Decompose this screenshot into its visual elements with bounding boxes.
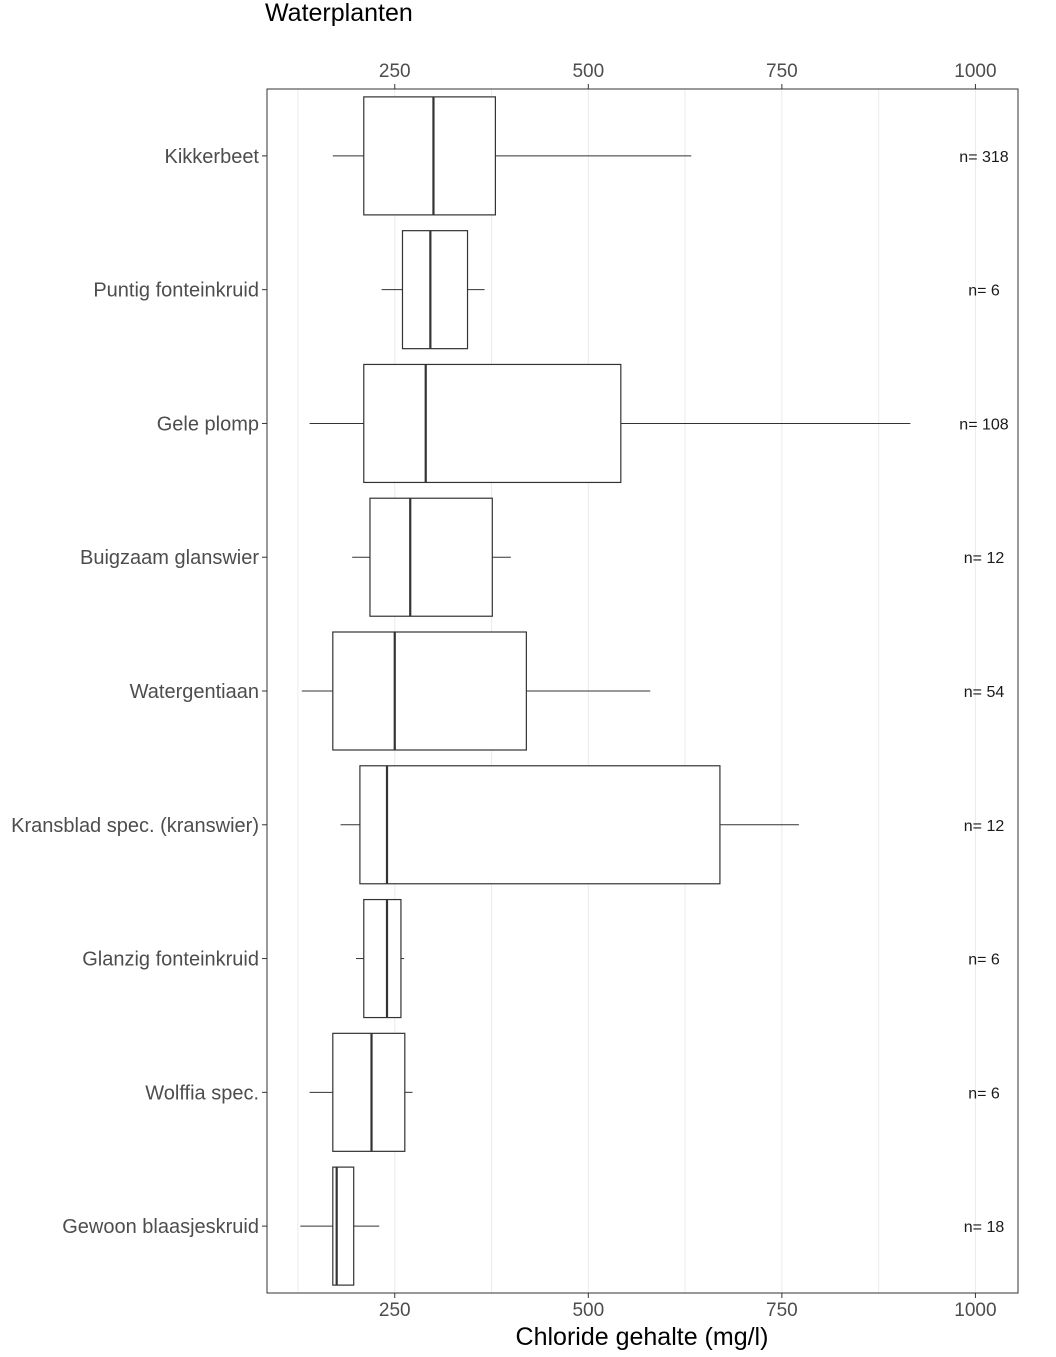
- n-count-label: n= 6: [968, 952, 1000, 969]
- x-tick-label-top: 1000: [954, 61, 996, 82]
- iqr-box: [359, 765, 721, 885]
- boxplot-group: [309, 363, 911, 484]
- chart-title: Waterplanten: [265, 0, 413, 27]
- n-count-label: n= 54: [964, 684, 1005, 701]
- category-label: Glanzig fonteinkruid: [82, 949, 259, 971]
- marks-layer: [300, 96, 911, 1286]
- iqr-box: [363, 96, 496, 216]
- iqr-box: [332, 631, 527, 751]
- category-label: Puntig fonteinkruid: [93, 280, 259, 302]
- n-count-label: n= 318: [959, 149, 1008, 166]
- iqr-box: [363, 898, 402, 1019]
- boxplot-group: [356, 898, 405, 1019]
- iqr-box: [332, 1166, 355, 1286]
- n-count-label: n= 12: [964, 550, 1005, 567]
- n-count-label: n= 6: [968, 283, 1000, 300]
- x-tick-label-bottom: 250: [379, 1300, 411, 1321]
- n-count-label: n= 108: [959, 416, 1008, 433]
- boxplot-group: [340, 765, 799, 885]
- iqr-box: [363, 363, 622, 484]
- boxplot-group: [301, 631, 651, 751]
- category-label: Kikkerbeet: [165, 146, 260, 168]
- x-axis-title: Chloride gehalte (mg/l): [516, 1323, 769, 1351]
- x-tick-label-bottom: 750: [766, 1300, 798, 1321]
- boxplot-group: [332, 96, 692, 216]
- category-label: Wolffia spec.: [145, 1082, 259, 1104]
- n-count-label: n= 6: [968, 1085, 1000, 1102]
- iqr-box: [401, 230, 469, 350]
- category-label: Gewoon blaasjeskruid: [62, 1216, 259, 1238]
- category-label: Gele plomp: [157, 413, 259, 435]
- category-label: Watergentiaan: [130, 681, 259, 703]
- boxplot-group: [300, 1166, 380, 1286]
- label-layer: Kikkerbeet n= 318 Puntig fonteinkruid n= 6 G…: [11, 146, 1009, 1238]
- iqr-box: [369, 497, 493, 617]
- n-count-label: n= 12: [964, 818, 1005, 835]
- category-label: Kransblad spec. (kranswier): [11, 815, 259, 837]
- n-count-label: n= 18: [964, 1219, 1005, 1236]
- x-tick-label-bottom: 1000: [954, 1300, 996, 1321]
- x-tick-label-top: 750: [766, 61, 798, 82]
- boxplot-group: [381, 230, 485, 350]
- iqr-box: [332, 1032, 406, 1152]
- boxplot-group: [352, 497, 511, 617]
- x-tick-label-bottom: 500: [572, 1300, 604, 1321]
- axis-layer: 250 250 500 500 750 750 1000 1000: [262, 61, 997, 1321]
- x-tick-label-top: 500: [572, 61, 604, 82]
- boxplot-group: [309, 1032, 413, 1152]
- category-label: Buigzaam glanswier: [80, 547, 259, 569]
- x-tick-label-top: 250: [379, 61, 411, 82]
